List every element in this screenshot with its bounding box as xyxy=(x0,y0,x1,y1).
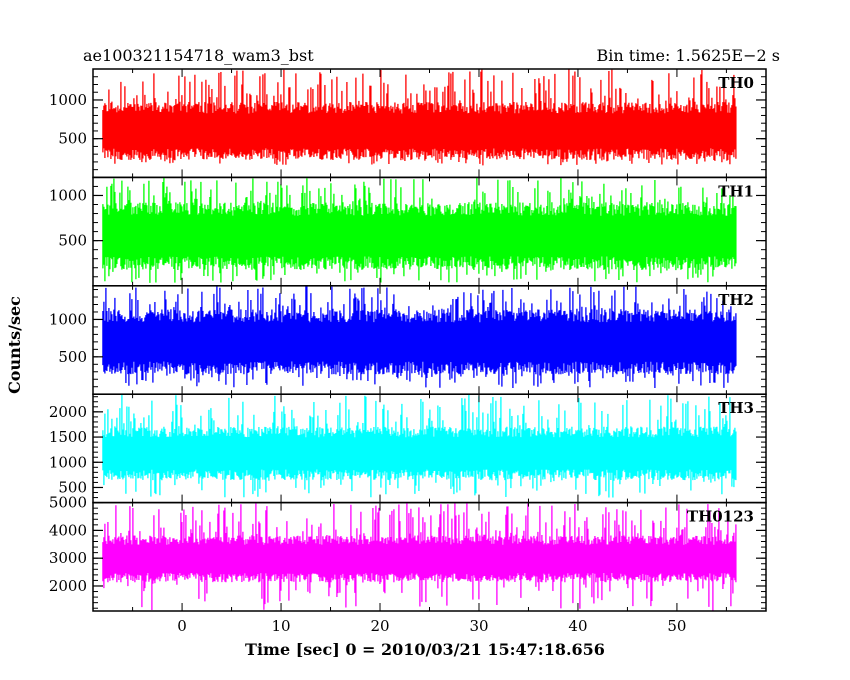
y-tick-label: 500 xyxy=(58,348,87,366)
series-th0-trace xyxy=(102,69,737,166)
x-tick-label: 40 xyxy=(568,617,587,635)
y-tick-label: 1000 xyxy=(49,186,87,204)
y-tick-label: 1000 xyxy=(49,91,87,109)
y-tick-label: 4000 xyxy=(49,521,87,539)
panels-group: 500 1000 TH0 500 1000 TH1 500 1000 TH2 500 1000 150… xyxy=(49,68,767,612)
series-th1-trace xyxy=(102,177,737,283)
chart-title: ae100321154718_wam3_bst xyxy=(83,46,314,65)
y-tick-label: 1000 xyxy=(49,453,87,471)
panel-label-th1: TH1 xyxy=(718,182,754,200)
y-tick-label: 3000 xyxy=(49,549,87,567)
y-tick-label: 5000 xyxy=(49,494,87,512)
panel-th2: 500 1000 TH2 xyxy=(49,285,767,395)
y-tick-label: 1000 xyxy=(49,310,87,328)
series-th0123-trace xyxy=(102,502,737,611)
y-axis-label: Counts/sec xyxy=(5,296,24,394)
panel-label-th2: TH2 xyxy=(718,291,754,309)
panel-th1: 500 1000 TH1 xyxy=(49,176,767,287)
x-axis-label: Time [sec] 0 = 2010/03/21 15:47:18.656 xyxy=(245,640,605,659)
x-tick-label: 50 xyxy=(667,617,686,635)
panel-th0123: 2000 3000 4000 5000 TH0123 xyxy=(49,494,767,612)
x-tick-label: 30 xyxy=(469,617,488,635)
x-tick-label: 0 xyxy=(177,617,187,635)
x-tick-label: 10 xyxy=(271,617,290,635)
series-th2-trace xyxy=(102,285,737,388)
x-tick-label: 20 xyxy=(370,617,389,635)
y-tick-label: 500 xyxy=(58,478,87,496)
bin-time-label: Bin time: 1.5625E−2 s xyxy=(597,46,780,65)
x-axis: 0 10 20 30 40 50 xyxy=(177,617,686,635)
y-tick-label: 500 xyxy=(58,130,87,148)
panel-label-th3: TH3 xyxy=(718,399,754,417)
panel-th0: 500 1000 TH0 xyxy=(49,68,767,179)
series-th3-trace xyxy=(102,394,737,498)
y-tick-label: 500 xyxy=(58,232,87,250)
panel-label-th0123: TH0123 xyxy=(687,508,754,526)
y-tick-label: 1500 xyxy=(49,428,87,446)
panel-label-th0: TH0 xyxy=(718,74,754,92)
y-tick-label: 2000 xyxy=(49,577,87,595)
panel-th3: 500 1000 1500 2000 TH3 xyxy=(49,393,767,504)
y-tick-label: 2000 xyxy=(49,403,87,421)
